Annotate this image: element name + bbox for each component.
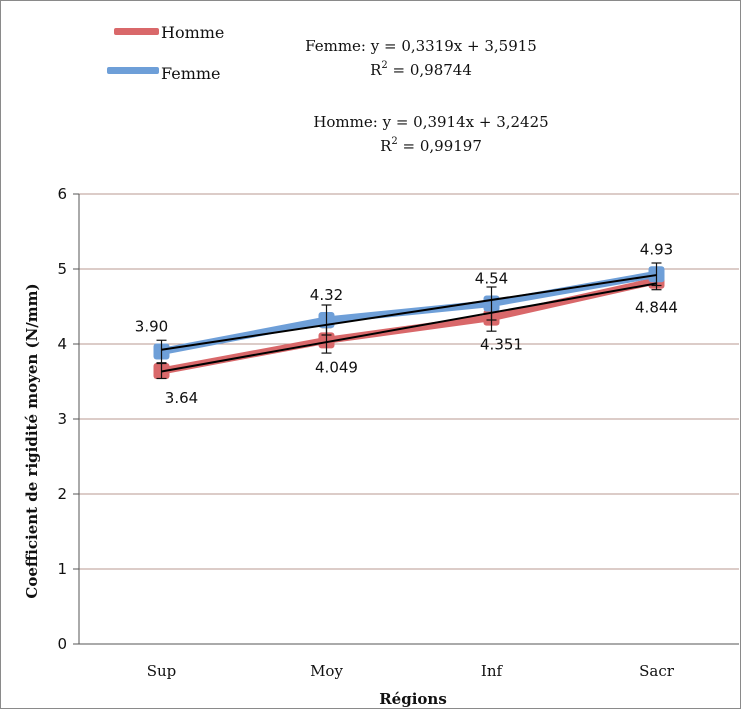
- data-label-femme-3: 4.93: [640, 240, 673, 258]
- r2-femme-text: R2 = 0,98744: [370, 60, 472, 79]
- data-label-homme-1: 4.049: [315, 358, 358, 376]
- legend-item-homme[interactable]: Homme: [114, 23, 224, 42]
- data-labels: 3.64 4.049 4.351 4.844 3.90 4.32 4.54 4.93: [135, 240, 678, 407]
- x-axis-title: Régions: [379, 690, 447, 708]
- r2-homme-label: R: [380, 137, 392, 155]
- legend-swatch-homme: [114, 28, 159, 35]
- y-tick-labels: 0 1 2 3 4 5 6: [57, 185, 67, 653]
- legend-swatch-femme: [107, 67, 159, 74]
- grid: [73, 193, 739, 645]
- data-label-homme-0: 3.64: [165, 389, 198, 407]
- equation-femme-text: Femme: y = 0,3319x + 3,5915: [305, 37, 537, 55]
- r2-homme-sup: 2: [391, 136, 397, 147]
- legend-item-femme[interactable]: Femme: [107, 64, 221, 83]
- y-tick-label-6: 6: [57, 185, 67, 203]
- r2-femme-value: = 0,98744: [388, 61, 472, 79]
- y-axis-title: Coefficient de rigidité moyen (N/mm): [23, 283, 41, 598]
- x-tick-label-moy: Moy: [310, 662, 343, 680]
- equation-femme: Femme: y = 0,3319x + 3,5915 R2 = 0,98744: [305, 37, 537, 79]
- r2-femme-label: R: [370, 61, 382, 79]
- data-label-homme-3: 4.844: [635, 299, 678, 317]
- data-label-femme-0: 3.90: [135, 318, 168, 336]
- data-label-femme-2: 4.54: [475, 270, 508, 288]
- trendline-layer: [161, 274, 657, 373]
- r2-femme-sup: 2: [381, 60, 387, 71]
- data-label-homme-2: 4.351: [480, 336, 523, 354]
- equation-homme: Homme: y = 0,3914x + 3,2425 R2 = 0,99197: [313, 113, 548, 155]
- series-line-homme: [158, 277, 660, 375]
- r2-homme-text: R2 = 0,99197: [380, 136, 482, 155]
- legend-label-femme: Femme: [161, 64, 221, 83]
- trendline-homme: [161, 282, 657, 373]
- y-tick-label-0: 0: [57, 635, 67, 653]
- x-tick-label-sacr: Sacr: [639, 662, 675, 680]
- x-tick-label-sup: Sup: [147, 662, 177, 680]
- y-tick-label-4: 4: [57, 335, 67, 353]
- x-tick-labels: Sup Moy Inf Sacr: [147, 662, 675, 680]
- r2-homme-value: = 0,99197: [398, 137, 482, 155]
- series-layer: [153, 262, 665, 380]
- y-tick-label-3: 3: [57, 410, 67, 428]
- trendline-femme: [161, 274, 657, 351]
- equation-homme-text: Homme: y = 0,3914x + 3,2425: [313, 113, 548, 131]
- legend-label-homme: Homme: [161, 23, 224, 42]
- y-tick-label-5: 5: [57, 260, 67, 278]
- x-tick-label-inf: Inf: [481, 662, 504, 680]
- y-tick-label-2: 2: [57, 485, 67, 503]
- legend: Homme Femme: [107, 23, 224, 83]
- data-label-femme-1: 4.32: [310, 286, 343, 304]
- y-tick-label-1: 1: [57, 560, 67, 578]
